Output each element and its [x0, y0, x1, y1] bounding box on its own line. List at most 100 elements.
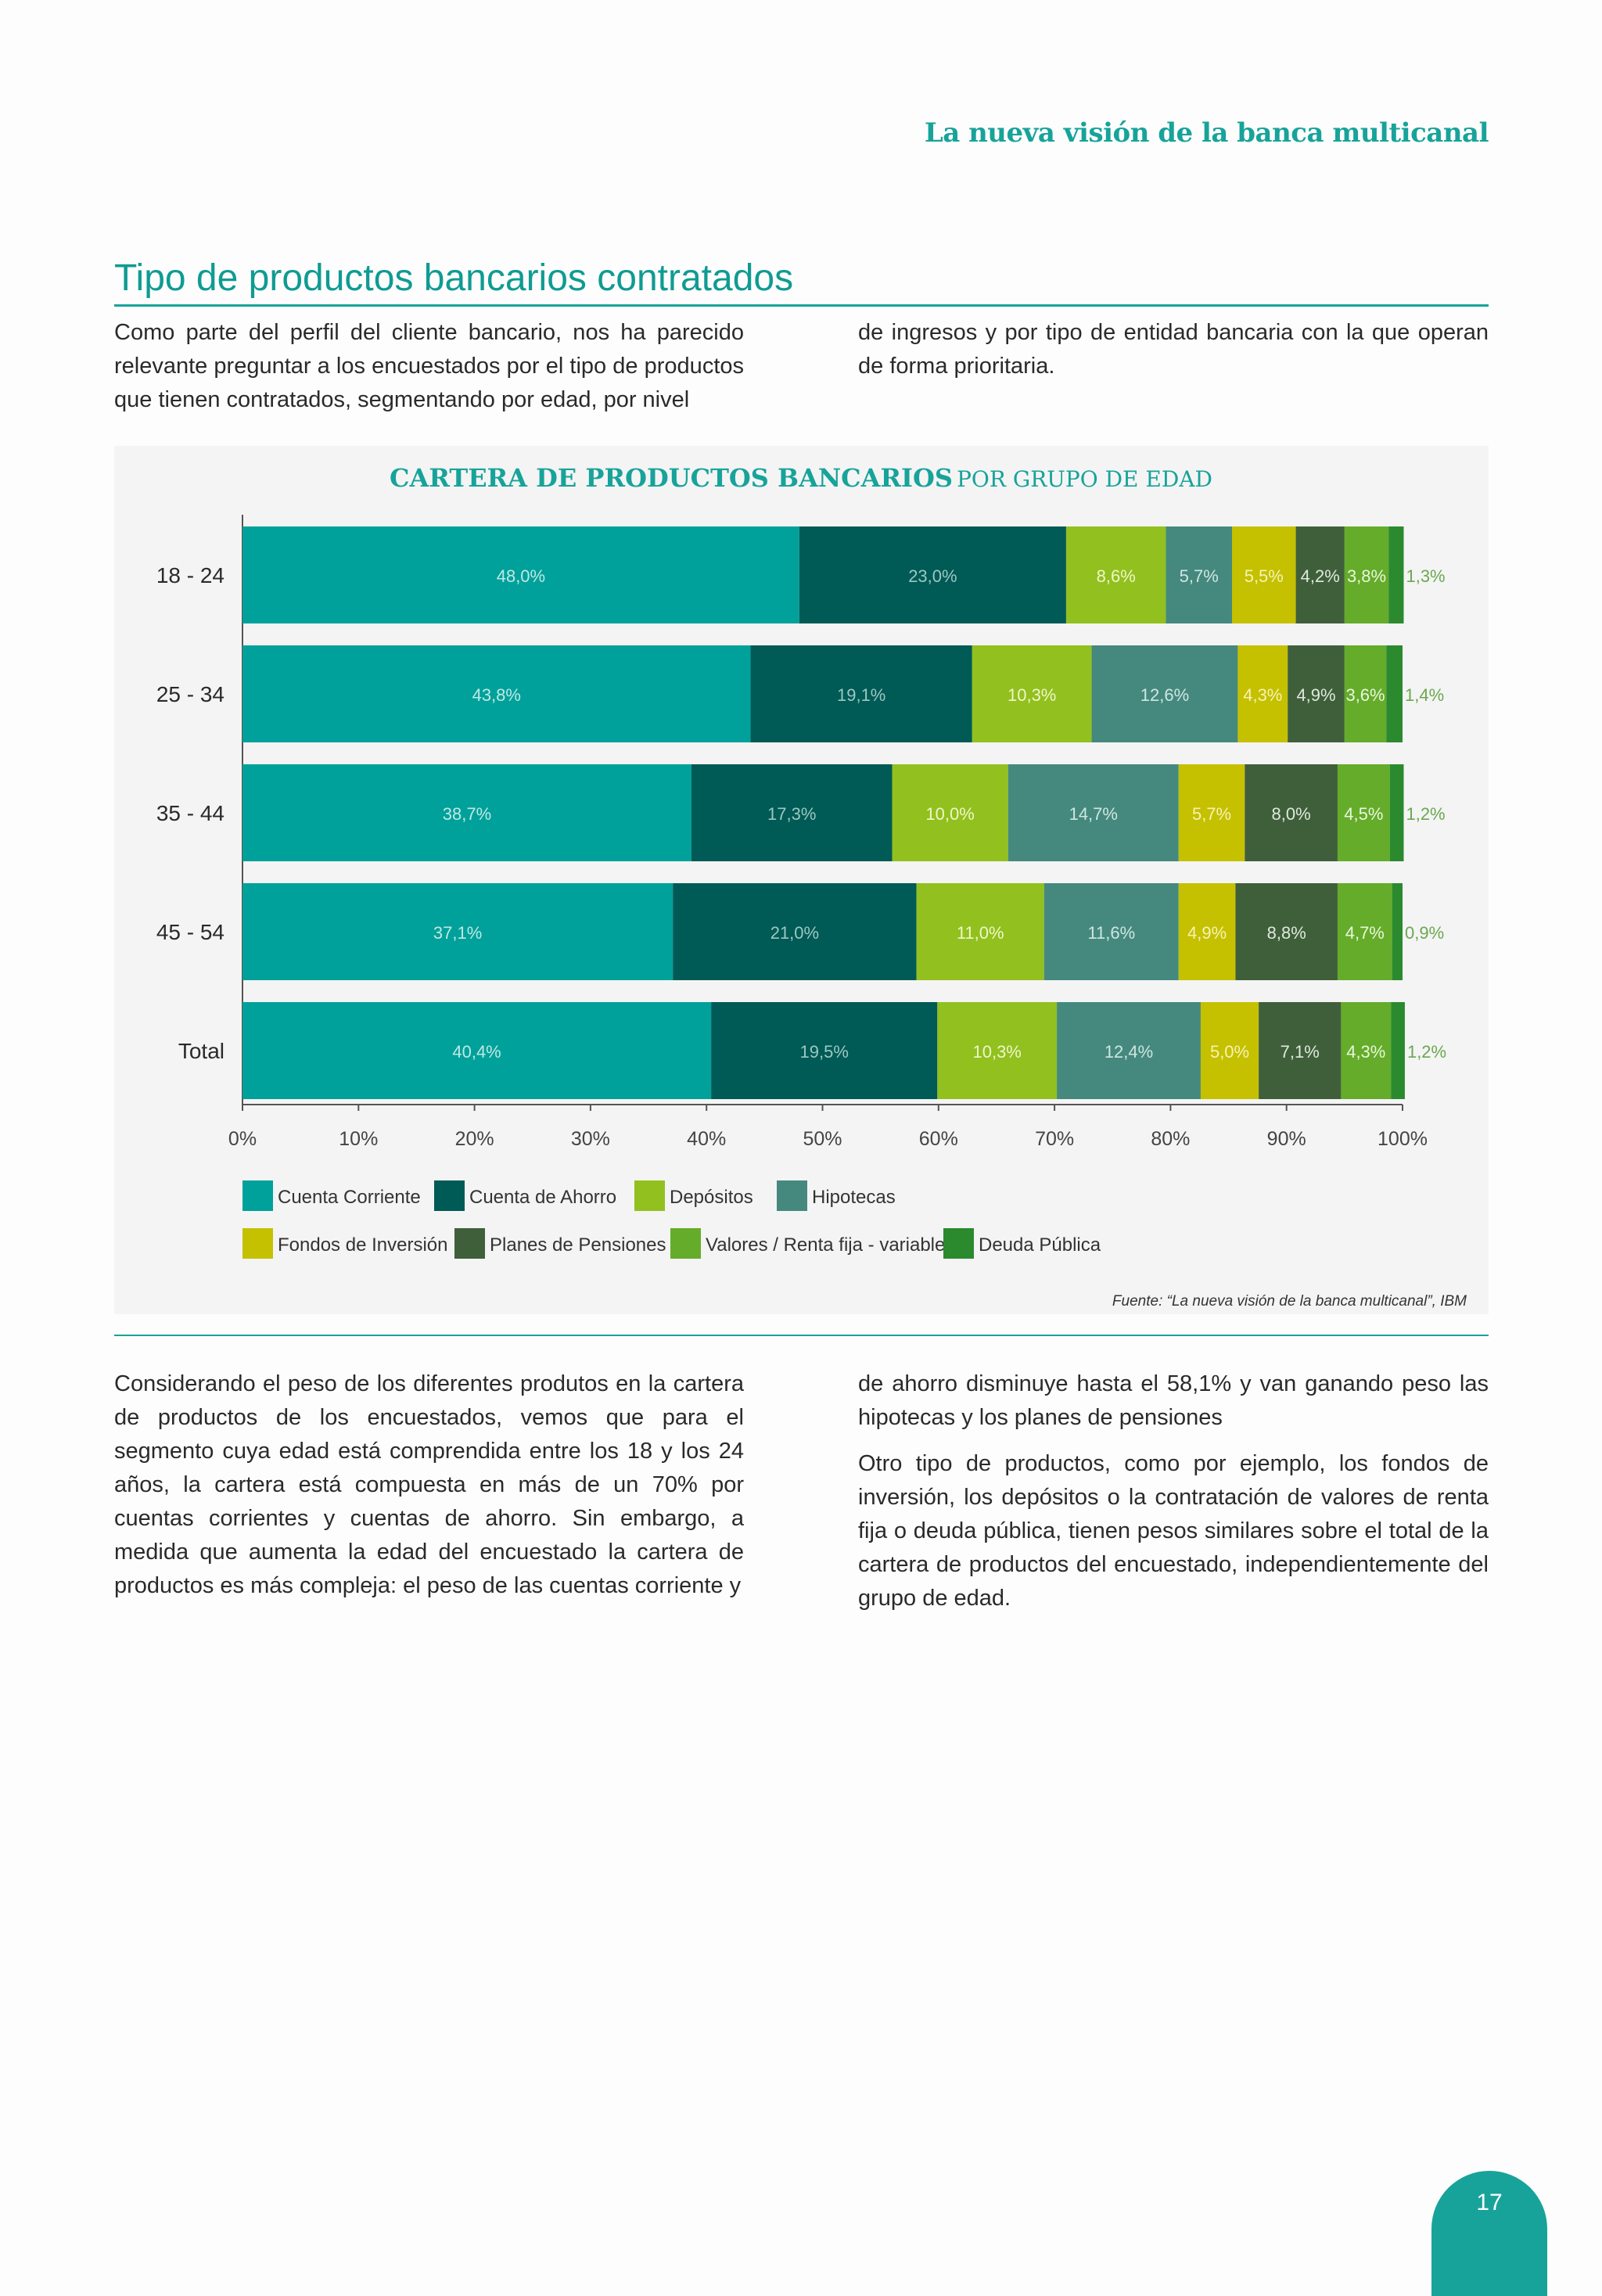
bar-segment: [1043, 883, 1179, 980]
data-label: 12,4%: [1105, 1042, 1153, 1062]
chart-bottom-divider: [114, 1335, 1489, 1336]
bar-segment: [1057, 1002, 1201, 1099]
bar-segment: [1008, 764, 1179, 861]
data-label: 8,6%: [1097, 566, 1136, 586]
data-label: 5,7%: [1180, 566, 1219, 586]
bar-segment: [1259, 1002, 1342, 1099]
bar-segment: [972, 645, 1092, 742]
bar-segment: [1237, 645, 1288, 742]
legend-swatch: [634, 1180, 665, 1211]
data-label: 1,3%: [1406, 566, 1445, 586]
bar-segment: [1178, 764, 1245, 861]
bar-segment: [242, 1002, 712, 1099]
x-tick-label: 0%: [228, 1128, 257, 1150]
data-label: 23,0%: [908, 566, 957, 586]
data-label: 43,8%: [472, 685, 521, 705]
bar-segment: [1391, 1002, 1405, 1099]
bar-segment: [1288, 645, 1345, 742]
x-tick-label: 90%: [1267, 1128, 1306, 1150]
y-category-label: Total: [178, 1039, 224, 1063]
data-label: 8,8%: [1267, 923, 1306, 943]
body-paragraph-left: Considerando el peso de los diferentes p…: [114, 1371, 744, 1598]
bar-segment: [1091, 645, 1238, 742]
bar-segment: [242, 645, 751, 742]
bar-segment: [673, 883, 917, 980]
data-label: 38,7%: [443, 804, 491, 824]
legend-label: Hipotecas: [812, 1187, 896, 1208]
bar-segment: [892, 764, 1008, 861]
bar-segment: [242, 526, 799, 623]
bar-segment: [1295, 526, 1345, 623]
data-label: 11,0%: [957, 923, 1004, 943]
bar-segment: [691, 764, 893, 861]
data-label: 4,2%: [1301, 566, 1340, 586]
stacked-bar-chart: 0% 10% 20% 30% 40% 50% 60% 70% 80% 90% 100% 18 - 24…: [156, 515, 1446, 1259]
body-left-column: Considerando el peso de los diferentes p…: [114, 1367, 744, 1615]
bar-segment: [242, 764, 691, 861]
legend-swatch: [943, 1228, 974, 1259]
data-label: 4,7%: [1345, 923, 1385, 943]
legend-swatch: [454, 1228, 485, 1259]
bar-segment: [916, 883, 1044, 980]
bar-segment: [1178, 883, 1236, 980]
legend-label: Valores / Renta fija - variable: [706, 1234, 945, 1256]
x-tick-label: 100%: [1378, 1128, 1428, 1150]
data-label: 12,6%: [1140, 685, 1189, 705]
y-category-label: 35 - 44: [156, 801, 224, 825]
data-label: 3,6%: [1345, 685, 1385, 705]
x-tick-label: 20%: [455, 1128, 494, 1150]
bar-segment: [750, 645, 972, 742]
data-label: 4,3%: [1243, 685, 1282, 705]
legend-label: Deuda Pública: [979, 1234, 1101, 1256]
x-tick-label: 30%: [571, 1128, 610, 1150]
body-paragraph-right-2: Otro tipo de productos, como por ejemplo…: [858, 1451, 1489, 1611]
section-title: Tipo de productos bancarios contratados: [114, 257, 794, 299]
data-label: 1,2%: [1407, 1042, 1446, 1062]
data-label: 11,6%: [1087, 923, 1135, 943]
data-label: 40,4%: [452, 1042, 501, 1062]
x-tick-label: 10%: [339, 1128, 378, 1150]
bar-segment: [937, 1002, 1058, 1099]
bar-segment: [1344, 526, 1389, 623]
intro-left-column: Como parte del perfil del cliente bancar…: [114, 316, 744, 429]
bar-segment: [1392, 883, 1403, 980]
bar-segment: [1065, 526, 1166, 623]
data-label: 4,9%: [1296, 685, 1335, 705]
legend-swatch: [777, 1180, 807, 1211]
bar-segment: [1386, 645, 1403, 742]
intro-paragraph-left: Como parte del perfil del cliente bancar…: [114, 320, 744, 412]
bar-segment: [1341, 1002, 1392, 1099]
bar-segment: [1389, 764, 1404, 861]
bar-segment: [799, 526, 1066, 623]
bar-segment: [1166, 526, 1232, 623]
x-tick-label: 70%: [1035, 1128, 1074, 1150]
running-header: La nueva visión de la banca multicanal: [924, 117, 1489, 149]
chart-title-sub: POR GRUPO DE EDAD: [957, 466, 1212, 492]
chart-source-note: Fuente: “La nueva visión de la banca mul…: [1112, 1293, 1467, 1310]
data-label: 10,3%: [1008, 685, 1056, 705]
data-label: 10,0%: [925, 804, 974, 824]
body-right-column: de ahorro disminuye hasta el 58,1% y van…: [858, 1367, 1489, 1628]
legend-label: Depósitos: [670, 1187, 753, 1208]
bar-segment: [1235, 883, 1338, 980]
body-paragraph-right-1: de ahorro disminuye hasta el 58,1% y van…: [858, 1371, 1489, 1430]
y-category-label: 45 - 54: [156, 920, 224, 944]
y-category-label: 25 - 34: [156, 682, 224, 706]
data-label: 5,5%: [1245, 566, 1284, 586]
legend-label: Fondos de Inversión: [278, 1234, 447, 1256]
bar-segment: [1388, 526, 1404, 623]
data-label: 37,1%: [433, 923, 482, 943]
intro-right-column: de ingresos y por tipo de entidad bancar…: [858, 316, 1489, 396]
x-tick-label: 60%: [919, 1128, 958, 1150]
data-label: 21,0%: [770, 923, 819, 943]
data-label: 5,0%: [1210, 1042, 1249, 1062]
legend-label: Planes de Pensiones: [490, 1234, 666, 1256]
x-tick-label: 80%: [1151, 1128, 1190, 1150]
x-tick-label: 40%: [687, 1128, 726, 1150]
data-label: 17,3%: [767, 804, 816, 824]
x-tick-label: 50%: [803, 1128, 842, 1150]
legend-label: Cuenta de Ahorro: [469, 1187, 616, 1208]
legend-swatch: [242, 1228, 273, 1259]
chart-title-main: CARTERA DE PRODUCTOS BANCARIOS: [390, 463, 953, 493]
legend-swatch: [670, 1228, 701, 1259]
